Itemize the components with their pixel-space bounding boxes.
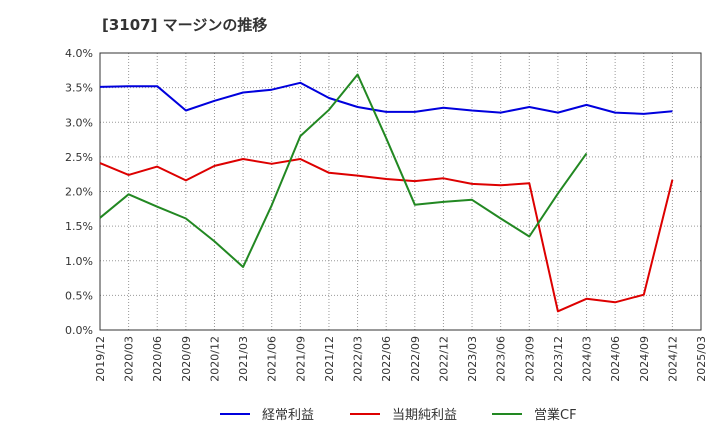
x-tick-label: 2020/12	[208, 336, 221, 382]
grid-layer	[99, 52, 702, 331]
x-tick-label: 2022/06	[380, 336, 393, 382]
x-tick-label: 2024/03	[581, 336, 594, 382]
y-tick-label: 2.5%	[65, 151, 93, 164]
y-tick-label: 1.5%	[65, 220, 93, 233]
x-tick-label: 2025/03	[695, 336, 708, 382]
x-tick-label: 2020/03	[123, 336, 136, 382]
x-tick-label: 2023/12	[552, 336, 565, 382]
x-tick-label: 2023/06	[495, 336, 508, 382]
chart-title: [3107] マージンの推移	[102, 16, 267, 34]
x-tick-label: 2023/09	[523, 336, 536, 382]
x-tick-label: 2021/12	[323, 336, 336, 382]
series-line-3	[99, 73, 588, 268]
x-tick-label: 2019/12	[94, 336, 107, 382]
y-tick-label: 3.0%	[65, 116, 93, 129]
y-tick-label: 3.5%	[65, 82, 93, 95]
legend-label: 当期純利益	[392, 408, 457, 423]
series-line-2	[99, 158, 674, 313]
y-tick-label: 4.0%	[65, 47, 93, 60]
axis-layer: 0.0% 0.5% 1.0% 1.5% 2.0% 2.5% 3.0% 3.5% 4.0% 2019…	[65, 47, 708, 382]
y-tick-label: 0.5%	[65, 289, 93, 302]
x-tick-label: 2020/06	[151, 336, 164, 382]
series-layer	[99, 73, 674, 313]
x-tick-label: 2020/09	[180, 336, 193, 382]
x-tick-label: 2022/09	[409, 336, 422, 382]
x-tick-label: 2021/06	[266, 336, 279, 382]
x-tick-label: 2024/09	[638, 336, 651, 382]
y-tick-label: 2.0%	[65, 186, 93, 199]
y-tick-label: 0.0%	[65, 324, 93, 337]
plot-frame	[99, 52, 702, 331]
x-tick-label: 2022/12	[437, 336, 450, 382]
x-tick-label: 2023/03	[466, 336, 479, 382]
x-tick-label: 2024/12	[666, 336, 679, 382]
x-tick-label: 2021/03	[237, 336, 250, 382]
series-line-1	[99, 81, 673, 115]
x-tick-label: 2021/09	[294, 336, 307, 382]
x-tick-label: 2022/03	[352, 336, 365, 382]
y-tick-label: 1.0%	[65, 255, 93, 268]
legend-label: 経常利益	[262, 408, 314, 423]
x-tick-label: 2024/06	[609, 336, 622, 382]
legend-label: 営業CF	[534, 407, 577, 423]
legend: 経常利益 当期純利益 営業CF	[220, 407, 577, 423]
